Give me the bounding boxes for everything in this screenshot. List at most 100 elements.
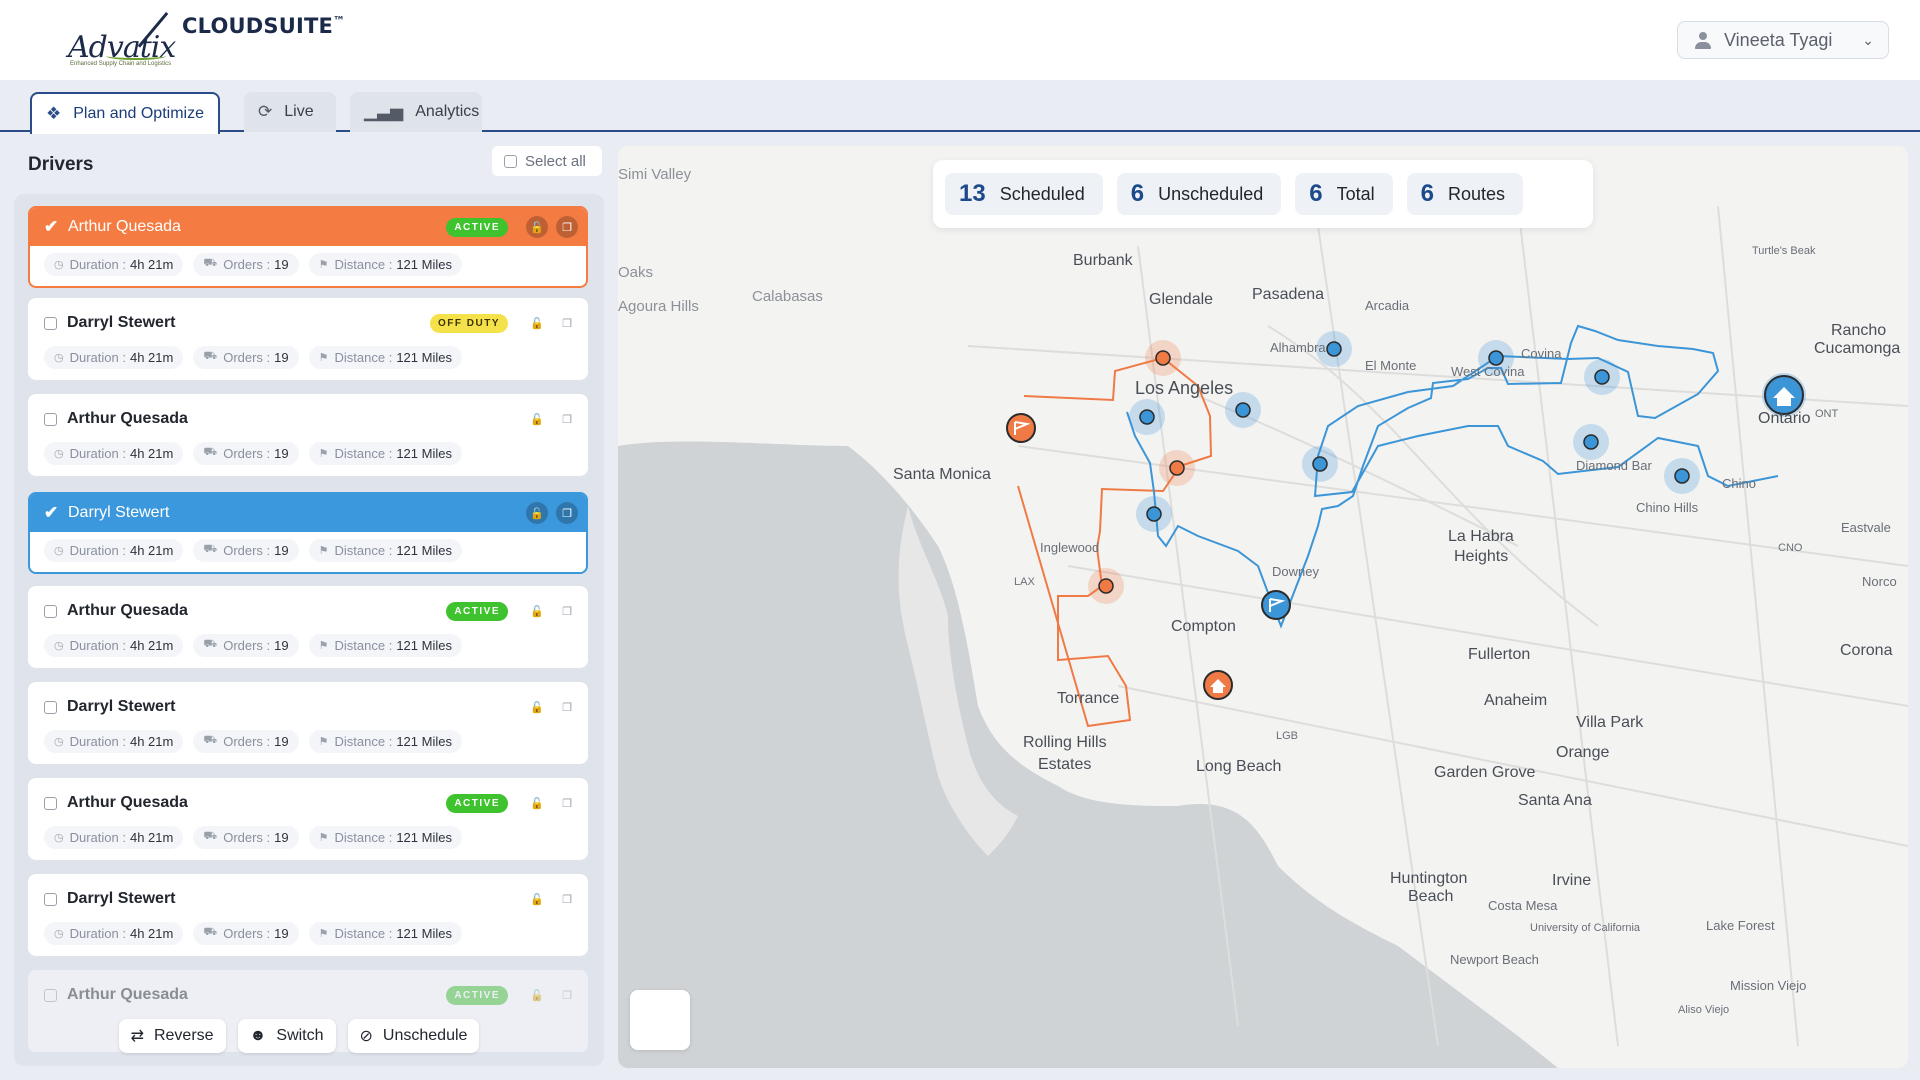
routes-label: Routes — [1447, 183, 1506, 204]
map-label: Agoura Hills — [618, 298, 699, 315]
driver-card[interactable]: ✔ Darryl Stewert 🔓 ❐ ◷ Duration :4h 21m ⛟… — [28, 492, 588, 574]
copy-icon[interactable]: ❐ — [562, 797, 572, 810]
tab-label: Analytics — [415, 103, 480, 120]
driver-checkbox[interactable] — [44, 700, 57, 714]
map-label: Long Beach — [1196, 758, 1282, 775]
checkmark-icon[interactable]: ✔ — [44, 503, 59, 522]
driver-name: Arthur Quesada — [67, 986, 188, 1003]
driver-card[interactable]: Arthur Quesada ACTIVE 🔓 ❐ ◷ Duration :4h … — [28, 586, 588, 668]
status-badge: ACTIVE — [446, 985, 508, 1005]
lock-icon[interactable]: 🔓 — [530, 413, 544, 426]
coastal-land — [898, 506, 1018, 856]
home-icon[interactable] — [1762, 373, 1806, 417]
route-map[interactable]: Simi Valley Oaks Agoura Hills Calabasas … — [618, 146, 1908, 1068]
checkbox-icon — [504, 154, 517, 168]
switch-button[interactable]: ☻ Switch — [237, 1019, 336, 1053]
reverse-button[interactable]: ⇄ Reverse — [118, 1019, 226, 1053]
driver-card[interactable]: ✔ Arthur Quesada ACTIVE 🔓 ❐ ◷ Duration :4… — [28, 206, 588, 288]
lock-icon[interactable]: 🔓 — [530, 893, 544, 906]
route-summary-bar: 13 Scheduled 6 Unscheduled 6 Total 6 Rou… — [933, 160, 1593, 228]
map-label: Corona — [1840, 642, 1893, 659]
select-all-checkbox[interactable]: Select all — [492, 146, 602, 176]
driver-name: Arthur Quesada — [67, 602, 188, 619]
map-label: Diamond Bar — [1576, 458, 1652, 473]
tab-plan-and-optimize[interactable]: ❖ Plan and Optimize — [30, 92, 220, 134]
tab-live[interactable]: ⟳ Live — [244, 92, 336, 132]
copy-icon[interactable]: ❐ — [556, 502, 578, 524]
unschedule-button[interactable]: ⊘ Unschedule — [347, 1019, 480, 1053]
lock-icon[interactable]: 🔓 — [530, 605, 544, 618]
drivers-panel: Drivers Select all ✔ Arthur Quesada ACTI… — [0, 134, 608, 1080]
scheduled-count[interactable]: 13 Scheduled — [945, 173, 1103, 215]
driver-checkbox[interactable] — [44, 892, 57, 906]
flag-icon[interactable] — [1006, 413, 1036, 443]
driver-card[interactable]: Darryl Stewert 🔓 ❐ ◷ Duration :4h 21m ⛟ Or… — [28, 874, 588, 956]
distance-stat: ⚑ Distance :121 Miles — [308, 345, 462, 369]
driver-checkbox[interactable] — [44, 412, 57, 426]
copy-icon[interactable]: ❐ — [562, 701, 572, 714]
app-logo[interactable]: Advatix CLOUDSUITE™ Enhanced Supply Chai… — [66, 12, 366, 68]
clock-icon: ◷ — [54, 831, 64, 844]
tab-label: Live — [284, 103, 314, 120]
checkmark-icon[interactable]: ✔ — [44, 217, 59, 236]
map-label: Alhambra — [1270, 340, 1326, 355]
truck-icon: ⛟ — [203, 446, 218, 458]
cart-off-icon: ⊘ — [359, 1028, 373, 1045]
map-label: Orange — [1556, 744, 1610, 761]
map-label: Santa Monica — [893, 466, 991, 483]
lock-icon[interactable]: 🔓 — [530, 989, 544, 1002]
lock-icon[interactable]: 🔓 — [526, 216, 548, 238]
lock-icon[interactable]: 🔓 — [530, 317, 544, 330]
lock-icon[interactable]: 🔓 — [530, 701, 544, 714]
user-menu-dropdown[interactable]: Vineeta Tyagi ⌄ — [1677, 21, 1889, 59]
driver-checkbox[interactable] — [44, 988, 57, 1002]
unscheduled-count[interactable]: 6 Unscheduled — [1116, 173, 1282, 215]
map-control-button[interactable] — [630, 990, 690, 1050]
driver-checkbox[interactable] — [44, 604, 57, 618]
copy-icon[interactable]: ❐ — [562, 893, 572, 906]
logo-script: Advatix — [68, 30, 176, 65]
route-icon: ⚑ — [318, 258, 329, 271]
copy-icon[interactable]: ❐ — [562, 989, 572, 1002]
live-signal-icon: ⟳ — [258, 102, 273, 121]
unscheduled-value: 6 — [1130, 180, 1145, 207]
driver-card[interactable]: Arthur Quesada ACTIVE 🔓 ❐ ◷ Duration :4h … — [28, 778, 588, 860]
driver-card[interactable]: Arthur Quesada 🔓 ❐ ◷ Duration :4h 21m ⛟ Or… — [28, 394, 588, 476]
driver-checkbox[interactable] — [44, 796, 57, 810]
lock-icon[interactable]: 🔓 — [530, 797, 544, 810]
map-label: Lake Forest — [1706, 918, 1775, 933]
drivers-list[interactable]: ✔ Arthur Quesada ACTIVE 🔓 ❐ ◷ Duration :4… — [14, 194, 604, 1066]
map-label: Huntington — [1390, 870, 1468, 887]
clock-icon: ◷ — [54, 639, 64, 652]
logo-swoosh — [106, 52, 166, 60]
driver-card[interactable]: Darryl Stewert OFF DUTY 🔓 ❐ ◷ Duration :4… — [28, 298, 588, 380]
driver-card[interactable]: Darryl Stewert 🔓 ❐ ◷ Duration :4h 21m ⛟ Or… — [28, 682, 588, 764]
home-icon[interactable] — [1203, 670, 1233, 700]
route-icon: ⚑ — [318, 831, 329, 844]
truck-icon: ⛟ — [203, 734, 218, 746]
copy-icon[interactable]: ❐ — [562, 317, 572, 330]
map-label: Aliso Viejo — [1678, 1004, 1730, 1016]
route-icon: ❖ — [46, 104, 62, 123]
user-name: Vineeta Tyagi — [1724, 29, 1833, 50]
copy-icon[interactable]: ❐ — [562, 605, 572, 618]
map-label: Beach — [1408, 888, 1454, 905]
map-label: Downey — [1272, 564, 1319, 579]
distance-stat: ⚑ Distance :121 Miles — [308, 441, 462, 465]
duration-stat: ◷ Duration :4h 21m — [44, 252, 184, 276]
map-label: Ontario — [1758, 410, 1811, 427]
flag-icon[interactable] — [1261, 590, 1291, 620]
bulk-actions-bar: ⇄ Reverse ☻ Switch ⊘ Unschedule — [14, 1006, 604, 1066]
tab-analytics[interactable]: ▁▃▅ Analytics — [350, 92, 482, 132]
routes-count[interactable]: 6 Routes — [1406, 173, 1524, 215]
map-label: Chino — [1722, 476, 1756, 491]
bar-chart-icon: ▁▃▅ — [364, 102, 404, 121]
routes-value: 6 — [1420, 180, 1434, 207]
distance-stat: ⚑ Distance :121 Miles — [308, 633, 462, 657]
copy-icon[interactable]: ❐ — [562, 413, 572, 426]
map-label: Rancho — [1831, 322, 1887, 339]
lock-icon[interactable]: 🔓 — [526, 502, 548, 524]
copy-icon[interactable]: ❐ — [556, 216, 578, 238]
driver-checkbox[interactable] — [44, 316, 57, 330]
total-count[interactable]: 6 Total — [1295, 173, 1393, 215]
